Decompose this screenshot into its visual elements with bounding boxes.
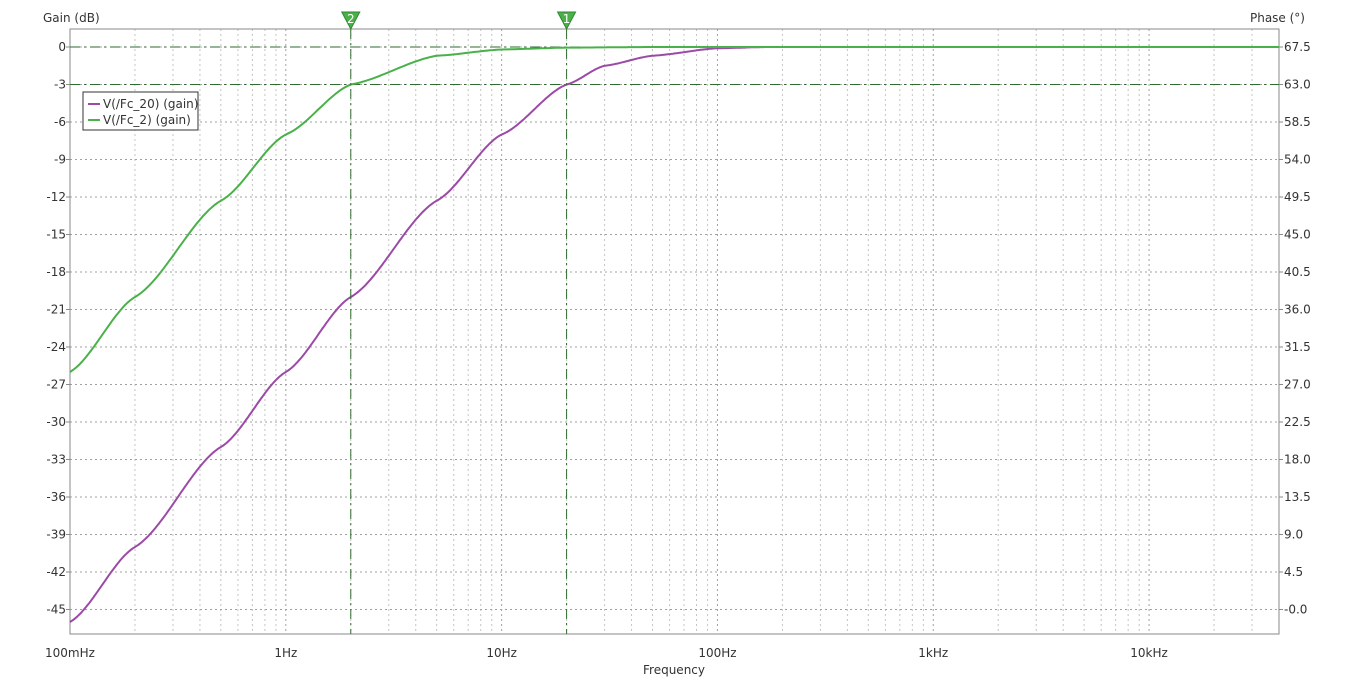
left-tick-label: -3 [54,78,66,92]
left-tick-label: -18 [46,265,66,279]
legend-box [82,91,199,131]
left-axis-title: Gain (dB) [43,11,100,25]
legend-label-1: V(/Fc_20) (gain) [103,97,198,111]
left-tick-label: -42 [46,565,66,579]
right-tick-label: -0.0 [1284,603,1307,617]
left-tick-label: -27 [46,378,66,392]
cursor-label-1: 1 [563,12,571,26]
left-tick-label: -30 [46,415,66,429]
bottom-tick-label: 10Hz [486,646,517,660]
plot-frame [69,28,1280,635]
right-tick-label: 27.0 [1284,378,1311,392]
right-tick-label: 54.0 [1284,153,1311,167]
bottom-tick-label: 100mHz [45,646,95,660]
series-line-1 [69,46,768,623]
right-tick-label: 67.5 [1284,40,1311,54]
right-axis-title: Phase (°) [1250,11,1305,25]
right-tick-label: 13.5 [1284,490,1311,504]
right-tick-label: 9.0 [1284,528,1303,542]
left-tick-label: -36 [46,490,66,504]
left-tick-label: -21 [46,303,66,317]
x-axis-title: Frequency [643,663,705,677]
left-tick-label: -33 [46,453,66,467]
cursor-marker-2 [340,11,361,31]
bottom-tick-label: 1Hz [274,646,297,660]
right-tick-label: 40.5 [1284,265,1311,279]
left-axis-ticks: 0 -3 -6 -9 -12 -15 -18 -21 -24 -27 -30 -33 -36 -39 -42… [46,40,70,617]
cursor-marker-1 [556,11,577,31]
cursor-label-2: 2 [347,12,355,26]
legend-label-2: V(/Fc_2) (gain) [103,113,191,127]
right-tick-label: 45.0 [1284,228,1311,242]
right-tick-label: 18.0 [1284,453,1311,467]
bottom-tick-label: 10kHz [1130,646,1168,660]
right-tick-label: 36.0 [1284,303,1311,317]
right-tick-label: 22.5 [1284,415,1311,429]
bottom-axis-ticks: 100mHz 1Hz 10Hz 100Hz 1kHz 10kHz [45,646,1168,660]
bottom-tick-label: 1kHz [918,646,948,660]
series-line-2 [69,46,1279,373]
right-tick-label: 58.5 [1284,115,1311,129]
left-tick-label: -24 [46,340,66,354]
left-tick-label: -6 [54,115,66,129]
left-tick-label: -39 [46,528,66,542]
series-layer [69,46,1279,623]
left-tick-label: 0 [58,40,66,54]
left-tick-label: -12 [46,190,66,204]
left-tick-label: -45 [46,603,66,617]
right-tick-label: 49.5 [1284,190,1311,204]
legend: V(/Fc_20) (gain) V(/Fc_2) (gain) [82,91,199,131]
right-tick-label: 63.0 [1284,78,1311,92]
right-tick-label: 31.5 [1284,340,1311,354]
left-tick-label: -9 [54,153,66,167]
left-tick-label: -15 [46,228,66,242]
right-tick-label: 4.5 [1284,565,1303,579]
right-axis-ticks: 67.5 63.0 58.5 54.0 49.5 45.0 40.5 36.0 31.5 27.0… [1279,40,1311,617]
bottom-tick-label: 100Hz [698,646,736,660]
